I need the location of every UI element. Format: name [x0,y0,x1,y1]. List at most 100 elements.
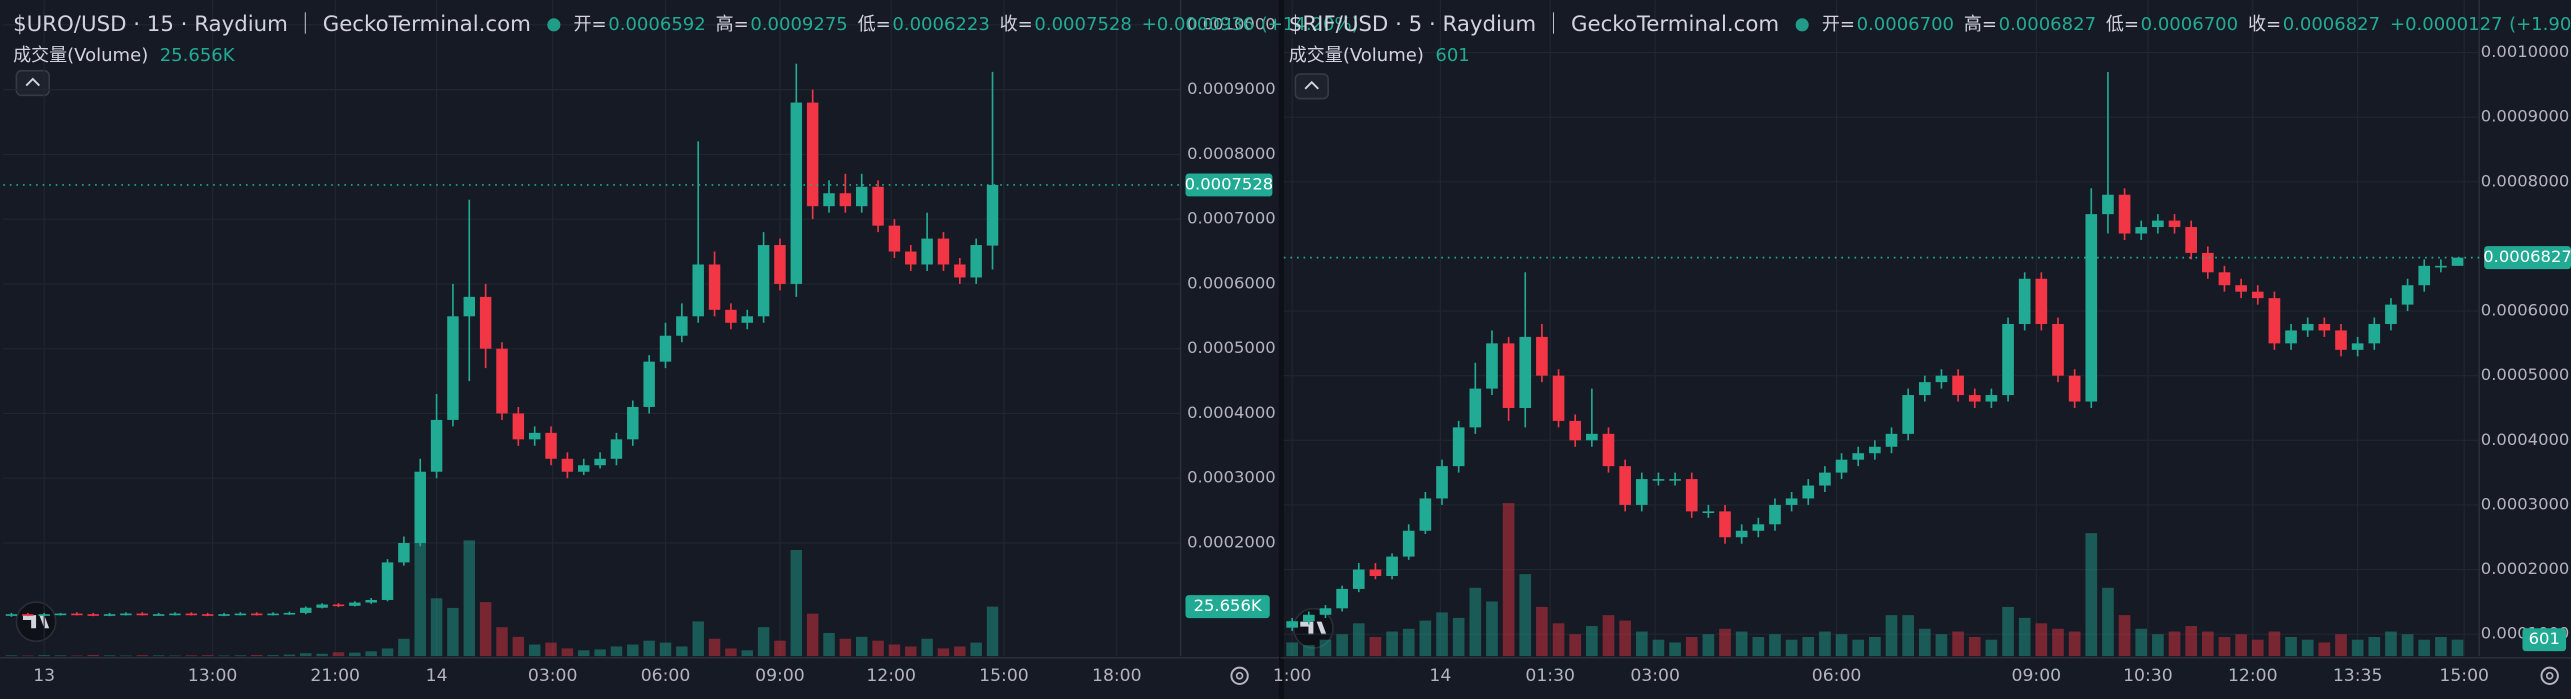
change-pct: (+14.20%) [1261,14,1359,35]
status-dot [547,18,561,32]
tv-logo[interactable] [1292,607,1334,649]
candle-body [2418,265,2431,286]
volume-bar [1952,631,1964,657]
x-tick-label: 09:00 [2012,666,2062,686]
candle-body [676,316,688,336]
volume-bar [2251,639,2264,657]
candle-body [2002,323,2014,396]
candle-body [1835,459,1848,473]
y-tick-label: 0.0004000 [1187,403,1276,422]
settings-button[interactable] [1230,666,1249,685]
volume-bar [774,640,786,657]
x-tick-label: 06:00 [641,666,691,686]
candle-body [1402,530,1415,557]
candle-body [1602,433,1615,467]
ohlc-value: 0.0006827 [1999,14,2096,35]
volume-bar [888,644,901,657]
candle-body [1519,336,1532,408]
settings-button[interactable] [2540,666,2559,685]
candle-body [2118,194,2131,234]
volume-badge [1185,595,1270,619]
volume-bar [1869,636,1881,657]
volume-value: 601 [1435,45,1469,66]
volume-bar [2368,636,2381,657]
volume-bar [2418,639,2431,657]
ohlc-value: 0.0007528 [1034,14,1131,35]
chart-title: $RIF/USD · 5 · Raydium ｜ GeckoTerminal.c… [1289,12,1779,37]
volume-bar [2152,634,2164,657]
tv-logo[interactable] [15,601,57,643]
volume-bar [2385,631,2397,657]
candle-body [1436,466,1448,499]
candle-body [2318,323,2331,331]
volume-bar [2085,533,2098,657]
volume-bar [1502,503,1515,657]
volume-bar [349,652,361,657]
candle-body [1486,343,1498,389]
candle-body [1669,479,1681,481]
volume-bar [1652,639,1665,657]
candle-body [430,419,443,472]
volume-bar [316,653,328,657]
ohlc-label: 收= [1000,14,1033,35]
volume-bar [1885,615,1898,657]
volume-bar [300,653,312,657]
candle-body [54,613,67,616]
candle-body [2135,227,2148,234]
candle-body [2035,278,2048,324]
volume-bar [905,646,917,657]
candle-body [218,614,230,616]
volume-bar [398,638,410,657]
volume-bar [1402,628,1415,657]
candle-body [2368,323,2381,344]
candle-body [2185,227,2197,253]
candle-body [1769,504,1781,525]
volume-bar [2185,626,2197,657]
ohlc-label: 低= [2106,14,2139,35]
volume-bar [1419,620,1432,657]
volume-bar [1336,634,1348,657]
candle-body [2085,214,2098,402]
volume-bar [725,648,737,657]
volume-bar [283,654,296,657]
y-tick-label: 0.0002000 [2481,559,2570,578]
volume-bar [954,646,966,657]
volume-bar [381,648,394,657]
candle-body [986,184,999,246]
ohlc-label: 收= [2248,14,2281,35]
candle-body [1968,395,1981,402]
price-badge [1185,173,1273,197]
candle-body [2168,220,2181,228]
volume-bar [1918,628,1931,657]
x-tick-label: 1:00 [1273,666,1312,686]
candle-body [169,613,181,616]
x-tick-label: 18:00 [1092,666,1142,686]
candle-body [806,102,819,207]
candle-body [2068,375,2081,402]
volume-bar [54,655,67,657]
candle-body [578,465,590,472]
volume-bar [2351,639,2364,657]
volume-bar [1785,639,1798,657]
candle-body [921,238,933,265]
candle-body [2235,285,2247,292]
candle-body [937,238,950,265]
volume-bar [1569,634,1582,657]
volume-bar [1486,601,1498,657]
candle-body [300,607,312,613]
volume-bar [1386,631,1398,657]
volume-bar [921,638,933,657]
collapse-button[interactable] [1294,73,1329,100]
y-tick-label: 0.0009000 [1187,79,1276,98]
volume-bar [1469,587,1482,657]
volume-bar [757,627,770,657]
x-tick-label: 14 [1429,666,1451,686]
candle-body [87,614,99,616]
volume-bar [1619,620,1631,657]
volume-bar [22,655,34,657]
candle-body [643,361,655,407]
x-tick-label: 06:00 [1812,666,1862,686]
candle-body [1352,569,1365,589]
volume-bar [496,627,508,657]
